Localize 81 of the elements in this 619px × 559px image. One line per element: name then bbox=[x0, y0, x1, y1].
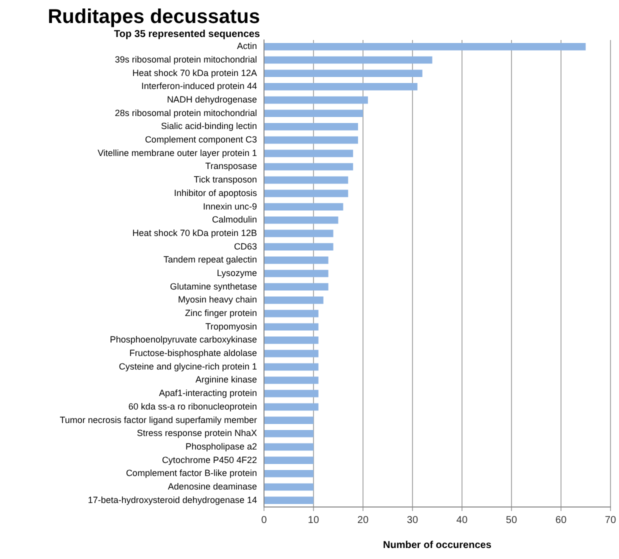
y-tick-label: Heat shock 70 kDa protein 12B bbox=[132, 228, 257, 238]
bar bbox=[264, 363, 318, 371]
y-tick-label: NADH dehydrogenase bbox=[166, 94, 257, 105]
bar bbox=[264, 283, 328, 291]
y-tick-label: Lysozyme bbox=[216, 268, 257, 278]
bar bbox=[264, 203, 344, 210]
bar bbox=[264, 323, 318, 331]
y-tick-label: Phospholipase a2 bbox=[185, 441, 257, 452]
bar bbox=[264, 270, 328, 278]
y-tick-label: 39s ribosomal protein mitochondrial bbox=[114, 54, 257, 64]
x-tick-label: 30 bbox=[406, 514, 418, 526]
bar bbox=[264, 176, 348, 184]
bar bbox=[264, 256, 328, 264]
y-tick-label: Adenosine deaminase bbox=[168, 481, 257, 492]
bar bbox=[264, 376, 318, 384]
y-tick-label: Arginine kinase bbox=[195, 374, 257, 385]
bar bbox=[264, 216, 338, 224]
x-tick-label: 60 bbox=[555, 514, 567, 526]
bar bbox=[264, 403, 318, 411]
bar bbox=[264, 390, 318, 398]
y-tick-label: Tick transposon bbox=[194, 174, 257, 185]
x-tick-label: 70 bbox=[604, 514, 616, 526]
y-tick-label: Heat shock 70 kDa protein 12A bbox=[132, 68, 257, 78]
y-tick-label: Actin bbox=[236, 41, 257, 52]
bar bbox=[264, 243, 334, 250]
y-tick-label: 60 kda ss-a ro ribonucleoprotein bbox=[128, 401, 257, 412]
y-tick-label: Fructose-bisphosphate aldolase bbox=[129, 348, 257, 358]
bar bbox=[264, 230, 334, 238]
y-tick-label: Calmodulin bbox=[212, 214, 257, 225]
bar bbox=[264, 136, 358, 144]
bar bbox=[264, 416, 314, 424]
bar bbox=[264, 496, 314, 504]
bar bbox=[264, 296, 324, 304]
y-tick-label: Glutamine synthetase bbox=[170, 281, 257, 292]
y-tick-label: Vitelline membrane outer layer protein 1 bbox=[98, 148, 257, 158]
y-tick-label: CD63 bbox=[234, 241, 257, 252]
bar bbox=[264, 350, 318, 358]
bar bbox=[264, 336, 318, 344]
bar bbox=[264, 483, 314, 491]
bar bbox=[264, 56, 432, 64]
y-tick-label: Myosin heavy chain bbox=[178, 294, 257, 305]
bar bbox=[264, 163, 354, 170]
x-tick-label: 20 bbox=[357, 514, 369, 526]
y-tick-label: Sialic acid-binding lectin bbox=[160, 121, 257, 132]
y-tick-label: Interferon-induced protein 44 bbox=[141, 81, 257, 92]
chart-subtitle: Top 35 represented sequences bbox=[114, 29, 260, 40]
x-tick-label: 50 bbox=[506, 514, 518, 526]
y-tick-label: Transposase bbox=[205, 161, 257, 172]
y-tick-label: Tumor necrosis factor ligand superfamily member bbox=[60, 414, 257, 425]
bar bbox=[264, 83, 418, 90]
bar bbox=[264, 190, 348, 198]
x-axis-title: Number of occurences bbox=[383, 540, 492, 551]
y-tick-label: Cytochrome P450 4F22 bbox=[162, 454, 257, 465]
bar bbox=[264, 70, 422, 78]
y-tick-label: Zinc finger protein bbox=[184, 308, 257, 318]
y-tick-label: 28s ribosomal protein mitochondrial bbox=[114, 108, 257, 118]
bar bbox=[264, 470, 314, 478]
bar bbox=[264, 43, 586, 50]
bar bbox=[264, 456, 314, 464]
y-tick-label: Complement component C3 bbox=[144, 134, 257, 145]
y-tick-label: Cysteine and glycine-rich protein 1 bbox=[118, 361, 257, 372]
bar bbox=[264, 123, 358, 130]
bar bbox=[264, 310, 318, 318]
bar bbox=[264, 443, 314, 451]
y-tick-label: Phosphoenolpyruvate carboxykinase bbox=[110, 334, 257, 345]
y-tick-label: 17-beta-hydroxysteroid dehydrogenase 14 bbox=[88, 494, 257, 505]
bar bbox=[264, 150, 354, 158]
bar bbox=[264, 96, 368, 104]
y-tick-label: Tandem repeat galectin bbox=[163, 254, 257, 265]
y-tick-label: Innexin unc-9 bbox=[202, 201, 257, 212]
y-tick-label: Inhibitor of apoptosis bbox=[174, 188, 258, 198]
bar bbox=[264, 110, 363, 118]
x-tick-label: 10 bbox=[308, 514, 320, 526]
y-tick-label: Apaf1-interacting protein bbox=[158, 388, 257, 398]
chart-title: Ruditapes decussatus bbox=[48, 6, 260, 29]
y-tick-label: Tropomyosin bbox=[205, 321, 257, 332]
y-tick-label: Complement factor B-like protein bbox=[126, 468, 257, 478]
x-tick-label: 0 bbox=[261, 514, 268, 526]
x-tick-label: 40 bbox=[456, 514, 468, 526]
y-tick-label: Stress response protein NhaX bbox=[136, 428, 257, 438]
bar bbox=[264, 430, 314, 438]
